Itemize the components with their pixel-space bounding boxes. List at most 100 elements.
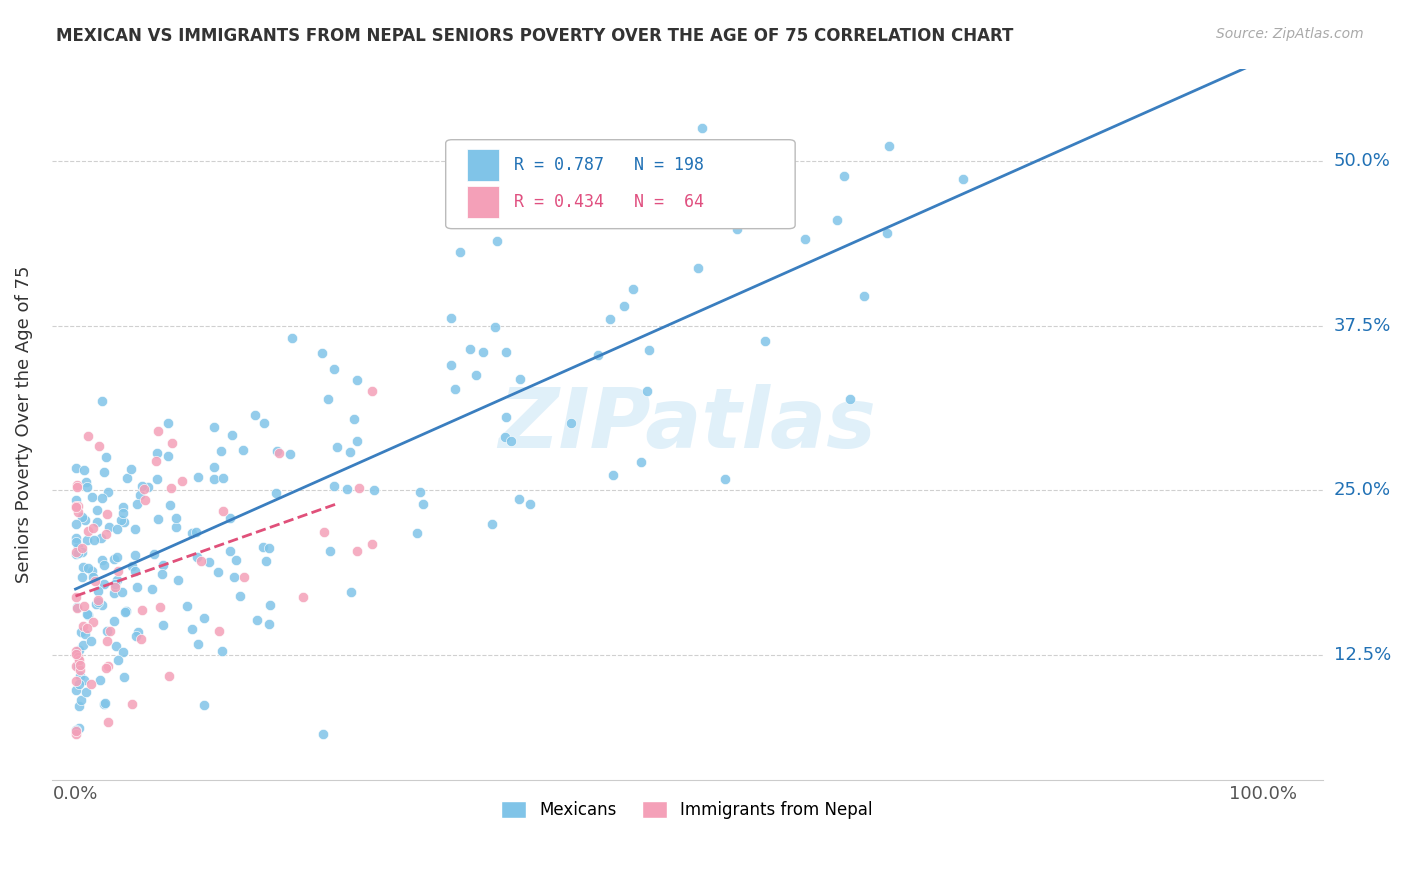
Point — [65, 534, 87, 549]
Point — [136, 480, 159, 494]
Point — [346, 434, 368, 448]
Point — [347, 481, 370, 495]
Point — [152, 558, 174, 573]
Point — [246, 613, 269, 627]
Point — [877, 139, 900, 153]
Point — [832, 169, 855, 183]
Point — [232, 442, 254, 457]
Point — [91, 393, 114, 408]
Point — [160, 481, 183, 495]
Point — [316, 392, 339, 407]
Point — [104, 581, 127, 595]
Point — [91, 553, 114, 567]
Point — [65, 500, 87, 515]
Point — [110, 512, 132, 526]
Point — [686, 261, 709, 276]
Point — [65, 683, 87, 698]
Point — [253, 416, 276, 430]
Point — [121, 558, 143, 573]
Point — [72, 639, 94, 653]
Point — [86, 515, 108, 529]
Point — [458, 342, 481, 356]
Point — [67, 546, 90, 560]
Point — [76, 429, 98, 443]
Point — [508, 492, 530, 507]
Point — [80, 676, 103, 690]
Point — [131, 602, 153, 616]
Point — [264, 486, 287, 500]
Point — [80, 634, 103, 648]
Point — [211, 504, 233, 518]
Point — [190, 554, 212, 568]
Point — [103, 552, 125, 566]
Point — [228, 589, 250, 603]
Point — [129, 488, 152, 502]
Point — [440, 358, 463, 372]
Point — [259, 599, 281, 613]
Point — [495, 345, 517, 359]
Point — [103, 614, 125, 628]
Point — [70, 544, 93, 558]
Point — [84, 574, 107, 589]
Point — [87, 584, 110, 599]
Point — [361, 384, 384, 399]
Point — [93, 577, 115, 591]
Point — [67, 653, 90, 667]
Point — [76, 524, 98, 539]
Point — [67, 499, 90, 513]
Point — [97, 714, 120, 729]
Point — [311, 346, 333, 360]
Point — [825, 212, 848, 227]
Point — [115, 604, 138, 618]
Point — [519, 496, 541, 510]
Point — [156, 416, 179, 430]
Point — [440, 310, 463, 325]
Point — [134, 493, 156, 508]
Point — [93, 558, 115, 572]
Point — [67, 643, 90, 657]
Point — [193, 698, 215, 712]
Point — [65, 648, 87, 662]
Point — [69, 677, 91, 691]
Point — [560, 416, 582, 430]
Point — [181, 622, 204, 636]
Point — [481, 517, 503, 532]
Point — [75, 475, 97, 490]
Point — [207, 565, 229, 579]
Point — [87, 439, 110, 453]
Point — [548, 213, 571, 227]
Text: Source: ZipAtlas.com: Source: ZipAtlas.com — [1216, 27, 1364, 41]
Point — [346, 374, 368, 388]
Point — [204, 420, 226, 434]
Point — [65, 590, 87, 604]
Point — [112, 500, 135, 515]
Point — [444, 382, 467, 396]
Point — [66, 601, 89, 615]
Point — [233, 570, 256, 584]
Point — [96, 624, 118, 638]
Point — [145, 472, 167, 486]
Point — [72, 619, 94, 633]
Text: MEXICAN VS IMMIGRANTS FROM NEPAL SENIORS POVERTY OVER THE AGE OF 75 CORRELATION : MEXICAN VS IMMIGRANTS FROM NEPAL SENIORS… — [56, 27, 1014, 45]
Point — [83, 533, 105, 547]
Point — [494, 430, 516, 444]
Point — [80, 490, 103, 504]
Point — [221, 428, 243, 442]
Point — [65, 461, 87, 475]
Point — [225, 553, 247, 567]
Point — [125, 629, 148, 643]
Point — [219, 543, 242, 558]
Point — [115, 471, 138, 485]
Point — [93, 465, 115, 479]
Point — [630, 455, 652, 469]
Point — [66, 600, 89, 615]
Point — [952, 172, 974, 186]
Point — [75, 685, 97, 699]
Point — [65, 724, 87, 739]
Point — [129, 632, 152, 647]
Point — [96, 661, 118, 675]
Point — [72, 570, 94, 584]
Text: 50.0%: 50.0% — [1334, 152, 1391, 169]
Point — [89, 673, 111, 687]
Point — [312, 727, 335, 741]
